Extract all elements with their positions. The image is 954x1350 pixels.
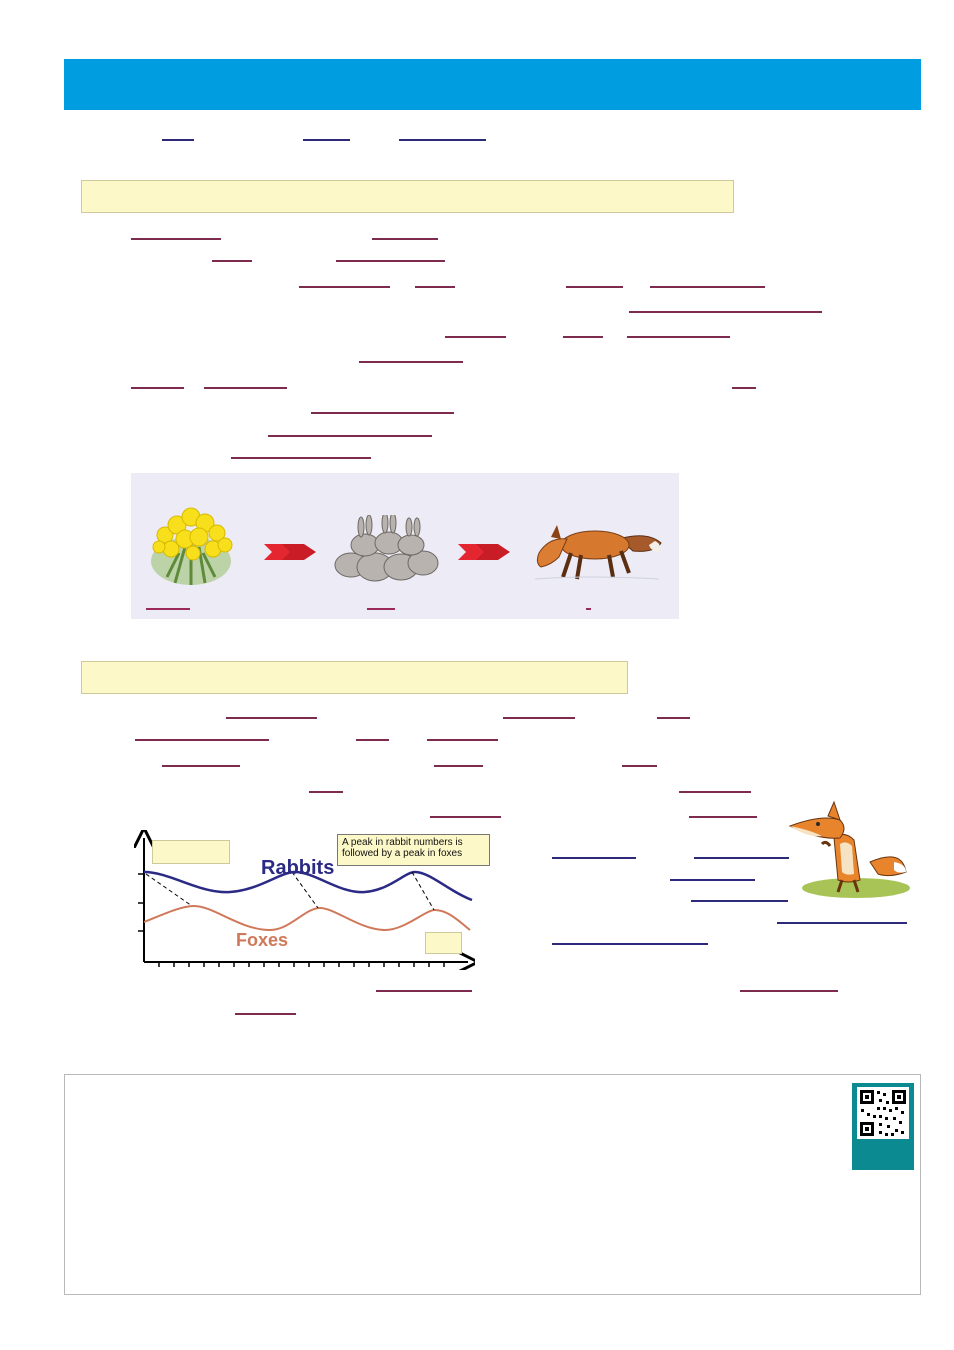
foxes-label: Foxes (236, 930, 288, 950)
keyword-underline (235, 1013, 296, 1015)
keyword-underline (679, 791, 751, 793)
rabbits-label: Rabbits (261, 857, 334, 879)
keyword-underline (204, 387, 287, 389)
keyword-underline (268, 435, 432, 437)
keyword-underline (131, 387, 184, 389)
red-arrow-icon (264, 544, 316, 560)
keyword-underline (434, 765, 483, 767)
qr-code-icon[interactable] (857, 1087, 909, 1139)
keyword-underline (629, 311, 822, 313)
keyword-underline (650, 286, 765, 288)
rabbit-group-icon (334, 515, 439, 582)
population-graph: Rabbits Foxes (130, 830, 475, 970)
keyword-underline (427, 739, 498, 741)
caption-underline (586, 608, 591, 610)
rabbits-line (143, 870, 473, 902)
keyword-underline (359, 361, 463, 363)
section-heading-box (81, 661, 628, 694)
keyword-underline (566, 286, 623, 288)
fox-icon (534, 525, 662, 580)
keyword-underline (356, 739, 389, 741)
keyword-underline (162, 765, 240, 767)
keyword-underline (311, 412, 454, 414)
keyword-underline (740, 990, 838, 992)
keyword-underline (372, 238, 438, 240)
keyword-underline (212, 260, 252, 262)
keyword-underline (732, 387, 756, 389)
keyword-underline (415, 286, 455, 288)
keyword-underline (563, 336, 603, 338)
keyword-underline (135, 739, 269, 741)
keyword-underline (622, 765, 657, 767)
caption-underline (367, 608, 395, 610)
red-arrow-icon (458, 544, 510, 560)
keyword-underline (303, 139, 350, 141)
keyword-underline (777, 922, 907, 924)
keyword-underline (670, 879, 755, 881)
keyword-underline (691, 900, 788, 902)
foxes-line (143, 904, 471, 932)
graph-label-box (152, 840, 230, 864)
graph-label-box (425, 932, 462, 954)
header-bar (64, 59, 921, 110)
keyword-underline (299, 286, 390, 288)
cartoon-fox-icon (788, 800, 910, 898)
keyword-underline (376, 990, 472, 992)
keyword-underline (309, 791, 343, 793)
keyword-underline (657, 717, 690, 719)
keyword-underline (162, 139, 194, 141)
food-chain-panel (131, 473, 679, 619)
keyword-underline (503, 717, 575, 719)
annotation-line: A peak in rabbit numbers is (342, 837, 463, 848)
keyword-underline (226, 717, 317, 719)
caption-underline (146, 608, 190, 610)
graph-annotation: A peak in rabbit numbers is followed by … (337, 834, 490, 866)
section-heading-box (81, 180, 734, 213)
footer-box (64, 1074, 921, 1295)
keyword-underline (430, 816, 501, 818)
keyword-underline (552, 943, 708, 945)
keyword-underline (445, 336, 506, 338)
keyword-underline (689, 816, 757, 818)
keyword-underline (399, 139, 486, 141)
keyword-underline (336, 260, 445, 262)
annotation-line: followed by a peak in foxes (342, 848, 463, 859)
yellow-flower-plant-icon (151, 507, 233, 585)
keyword-underline (627, 336, 730, 338)
keyword-underline (131, 238, 221, 240)
keyword-underline (694, 857, 789, 859)
keyword-underline (552, 857, 636, 859)
keyword-underline (231, 457, 371, 459)
